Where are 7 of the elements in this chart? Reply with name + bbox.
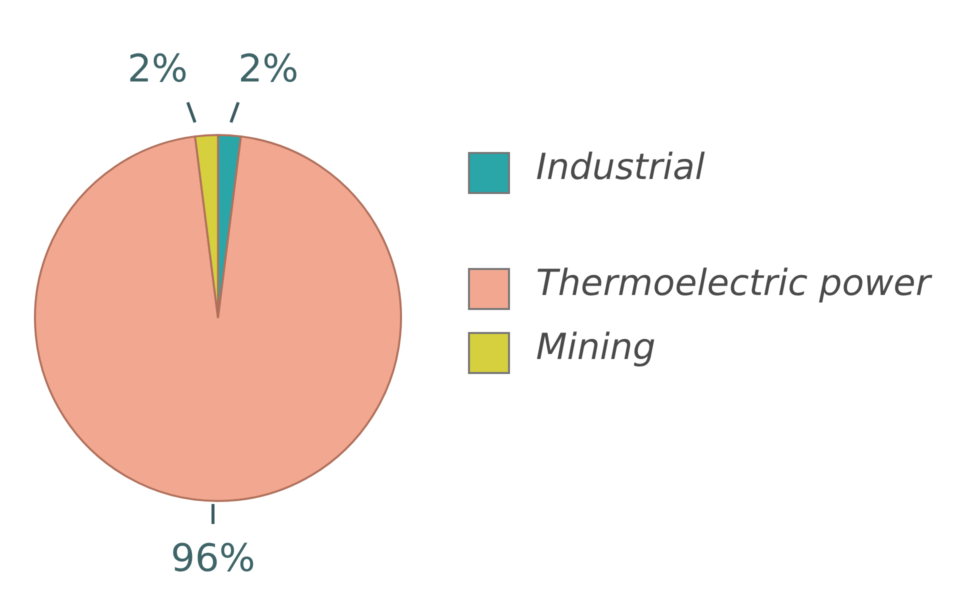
legend-label: Industrial (536, 147, 706, 188)
data-label: 96% (170, 536, 256, 580)
legend-label: Thermoelectric power (536, 263, 934, 304)
data-label: 2% (238, 46, 299, 90)
data-label: 2% (127, 46, 188, 90)
pie-slice (34, 135, 402, 502)
legend-label: Mining (536, 327, 657, 368)
